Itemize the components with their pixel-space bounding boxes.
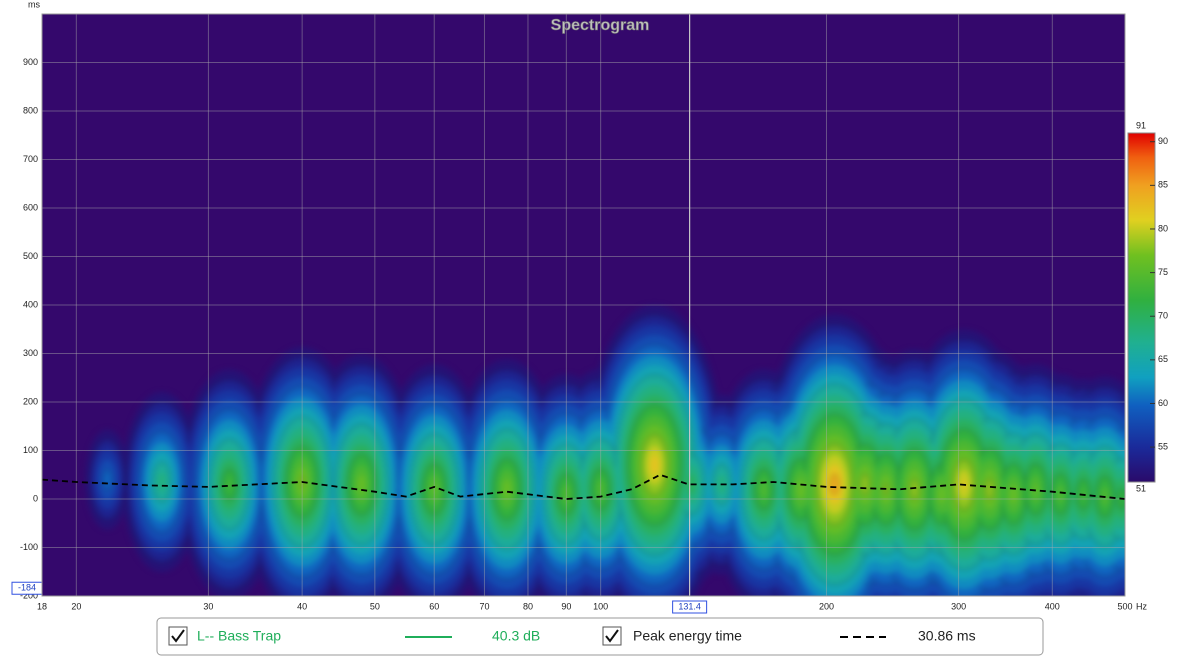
legend: L-- Bass Trap 40.3 dB Peak energy time 3… <box>156 617 1044 656</box>
chart-title: Spectrogram <box>551 17 650 34</box>
x-tick-label: 80 <box>523 601 533 611</box>
cursor-x-label: 131.4 <box>678 601 701 611</box>
checkmark <box>605 629 619 643</box>
colorbar-tick-label: 85 <box>1158 180 1168 190</box>
legend-box <box>156 617 1044 656</box>
spectrogram-level <box>984 478 995 500</box>
cursor-box <box>672 600 708 614</box>
x-tick-label: 400 <box>1045 601 1060 611</box>
spectrogram-level <box>596 479 606 500</box>
spectrogram <box>85 305 1125 596</box>
spectrogram-level <box>860 474 870 495</box>
colorbar-tick-label: 60 <box>1158 398 1168 408</box>
colorbar-tick-label: 90 <box>1158 136 1168 146</box>
spectrogram-level <box>102 469 113 491</box>
colorbar-max-label: 91 <box>1136 120 1146 130</box>
spectrogram-level <box>502 479 512 500</box>
plot-border <box>41 13 1126 597</box>
colorbar-tick-label: 80 <box>1158 223 1168 233</box>
x-tick-label: 18 <box>37 601 47 611</box>
y-tick-label: 0 <box>33 493 38 503</box>
x-tick-label: 500 <box>1117 601 1132 611</box>
y-tick-label: 800 <box>23 105 38 115</box>
y-tick-label: 700 <box>23 154 38 164</box>
x-tick-label: 300 <box>951 601 966 611</box>
x-tick-label: 70 <box>479 601 489 611</box>
y-tick-label: -200 <box>20 590 38 600</box>
x-tick-label: 60 <box>429 601 439 611</box>
y-unit: ms <box>28 0 40 9</box>
y-tick-label: 300 <box>23 348 38 358</box>
checkbox[interactable] <box>168 626 188 646</box>
checkbox[interactable] <box>602 626 622 646</box>
colorbar-min-label: 51 <box>1136 483 1146 493</box>
x-tick-label: 90 <box>561 601 571 611</box>
colorbar-tick-label: 70 <box>1158 311 1168 321</box>
cursor-y-label: -184 <box>18 583 36 593</box>
spectrogram-level <box>759 479 769 500</box>
spectrogram-level <box>157 472 167 493</box>
checkmark <box>171 629 185 643</box>
y-tick-label: 500 <box>23 251 38 261</box>
spectrogram-level <box>1055 484 1065 505</box>
x-unit: Hz <box>1136 601 1147 611</box>
x-tick-label: 100 <box>593 601 608 611</box>
spectrogram-level <box>357 474 366 495</box>
x-tick-label: 50 <box>370 601 380 611</box>
colorbar-tick-label: 55 <box>1158 441 1168 451</box>
spectrogram-level <box>909 478 920 500</box>
spectrogram-level <box>650 455 659 476</box>
legend-readout: 40.3 dB <box>492 628 540 644</box>
y-tick-label: 900 <box>23 57 38 67</box>
legend-label: Peak energy time <box>633 628 742 644</box>
colorbar-tick-label: 65 <box>1158 354 1168 364</box>
plot-area <box>41 14 1126 597</box>
y-tick-label: 200 <box>23 396 38 406</box>
y-tick-label: -100 <box>20 542 38 552</box>
y-tick-label: 600 <box>23 202 38 212</box>
x-tick-label: 200 <box>819 601 834 611</box>
spectrogram-level <box>1009 484 1018 505</box>
y-tick-label: 400 <box>23 299 38 309</box>
colorbar <box>1127 132 1156 483</box>
legend-readout: 30.86 ms <box>918 628 976 644</box>
y-tick-label: 100 <box>23 445 38 455</box>
spectrogram-level <box>796 479 806 500</box>
x-tick-label: 30 <box>203 601 213 611</box>
x-tick-label: 20 <box>71 601 81 611</box>
spectrogram-level <box>829 474 840 495</box>
colorbar-tick-label: 75 <box>1158 267 1168 277</box>
spectrogram-level <box>227 479 232 490</box>
spectrogram-level <box>937 484 947 505</box>
spectrogram-level <box>1033 484 1038 495</box>
x-tick-label: 40 <box>297 601 307 611</box>
peak-energy-line <box>41 473 1126 500</box>
legend-label: L-- Bass Trap <box>197 628 281 644</box>
